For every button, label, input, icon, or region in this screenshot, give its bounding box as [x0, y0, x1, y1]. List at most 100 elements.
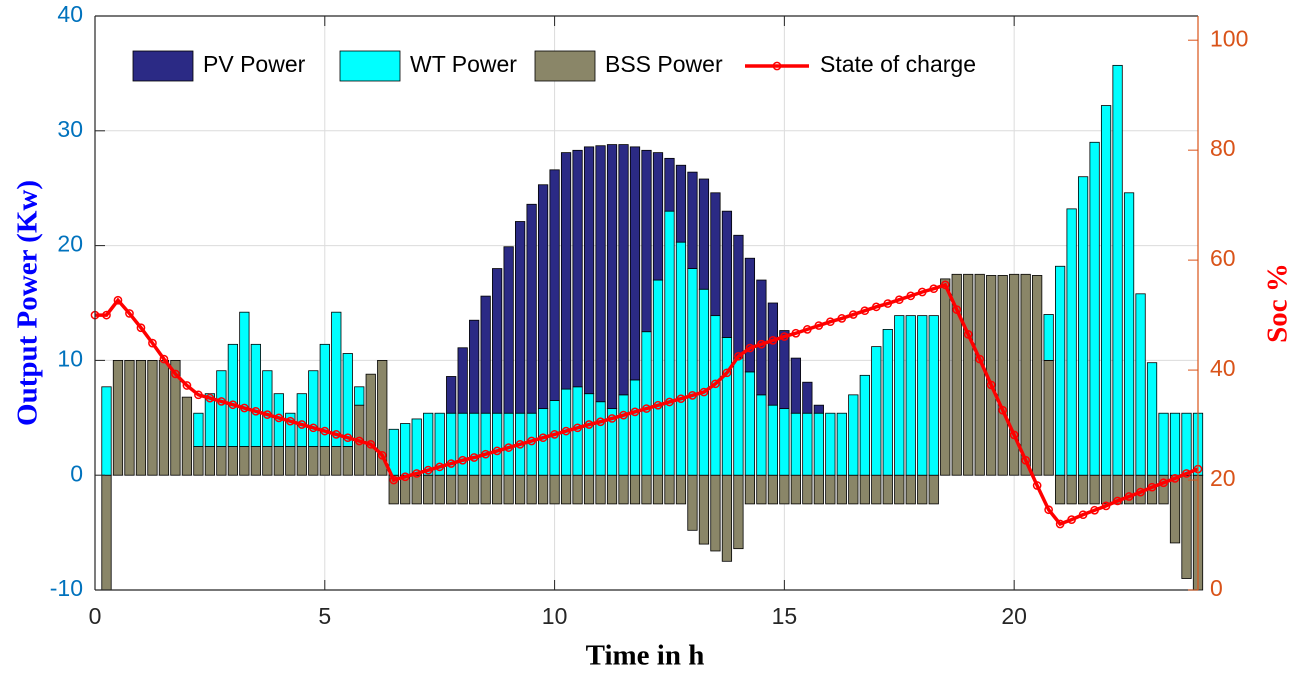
marker: [366, 439, 376, 449]
bar: [537, 474, 549, 505]
marker: [791, 328, 801, 338]
marker: [975, 354, 985, 364]
marker: [1101, 501, 1111, 511]
marker: [1159, 478, 1168, 488]
x-tick-label: 10: [542, 603, 568, 629]
marker: [274, 413, 284, 423]
bar: [204, 393, 216, 447]
bar: [710, 192, 721, 317]
bar: [560, 474, 572, 505]
bar: [572, 474, 583, 505]
bar: [721, 210, 733, 338]
bar: [733, 357, 744, 476]
bar: [469, 474, 480, 505]
marker: [986, 380, 996, 390]
y2-tick-label: 100: [1210, 25, 1248, 51]
marker: [665, 397, 674, 407]
bar: [112, 359, 124, 476]
marker: [1182, 469, 1191, 478]
marker: [768, 336, 778, 345]
y2-axis-label: Soc %: [1262, 263, 1294, 343]
bar: [836, 412, 847, 476]
bar: [319, 446, 330, 476]
bar: [905, 474, 916, 505]
bar: [492, 474, 503, 505]
bar: [492, 268, 503, 414]
bar: [641, 331, 652, 476]
bar: [492, 412, 503, 476]
bar: [308, 446, 319, 476]
bar: [652, 474, 664, 505]
bar: [1146, 362, 1158, 476]
marker: [412, 469, 422, 478]
bar: [147, 359, 158, 476]
bar: [526, 474, 537, 505]
marker: [1090, 505, 1099, 515]
bar: [813, 404, 824, 414]
x-tick-label: 15: [772, 603, 798, 629]
bar: [400, 423, 411, 476]
y2-tick-label: 20: [1210, 465, 1236, 491]
marker: [757, 339, 766, 349]
marker: [182, 381, 192, 390]
bar: [802, 474, 813, 505]
marker: [320, 426, 330, 436]
bar: [698, 474, 710, 545]
bar: [434, 412, 445, 476]
y2-tick-label: 60: [1210, 245, 1236, 271]
bar: [457, 412, 468, 476]
bar: [503, 246, 514, 414]
bar: [767, 302, 778, 406]
marker: [527, 436, 536, 446]
marker: [653, 400, 663, 410]
y-tick-label: 40: [57, 1, 83, 27]
bar: [618, 394, 629, 476]
bar: [675, 164, 687, 243]
bar: [423, 474, 434, 505]
bar: [905, 315, 916, 476]
bar: [342, 353, 353, 447]
bar: [480, 295, 491, 414]
marker: [1009, 430, 1019, 440]
marker: [377, 450, 387, 460]
legend-swatch: [132, 50, 194, 82]
bar: [802, 412, 813, 476]
marker: [894, 295, 904, 305]
bar: [170, 359, 181, 476]
bar: [848, 474, 859, 505]
bar: [526, 203, 537, 414]
bar: [882, 474, 893, 505]
bar: [1100, 474, 1112, 505]
marker: [860, 306, 870, 316]
bar: [273, 446, 284, 476]
x-tick-label: 0: [89, 603, 102, 629]
bar: [193, 412, 204, 447]
bar: [917, 474, 928, 505]
marker: [722, 368, 732, 378]
bar: [1020, 273, 1031, 476]
bar: [434, 474, 445, 505]
y-tick-label: 30: [57, 116, 83, 142]
bar: [1043, 314, 1054, 361]
marker: [584, 420, 594, 429]
marker: [952, 305, 962, 314]
marker: [929, 284, 939, 294]
bar: [733, 234, 744, 359]
bar: [940, 278, 951, 476]
bar: [618, 144, 629, 396]
marker: [102, 310, 111, 320]
bar: [675, 241, 687, 476]
legend-label: BSS Power: [605, 51, 723, 77]
marker: [240, 403, 249, 413]
bar: [629, 474, 641, 505]
bar: [629, 379, 641, 476]
bar: [227, 343, 238, 447]
bar: [710, 315, 721, 476]
y2-tick-label: 80: [1210, 135, 1236, 161]
marker: [1044, 505, 1053, 515]
bar: [549, 474, 560, 505]
marker: [642, 404, 651, 413]
bar: [227, 446, 238, 476]
bar: [457, 474, 468, 505]
